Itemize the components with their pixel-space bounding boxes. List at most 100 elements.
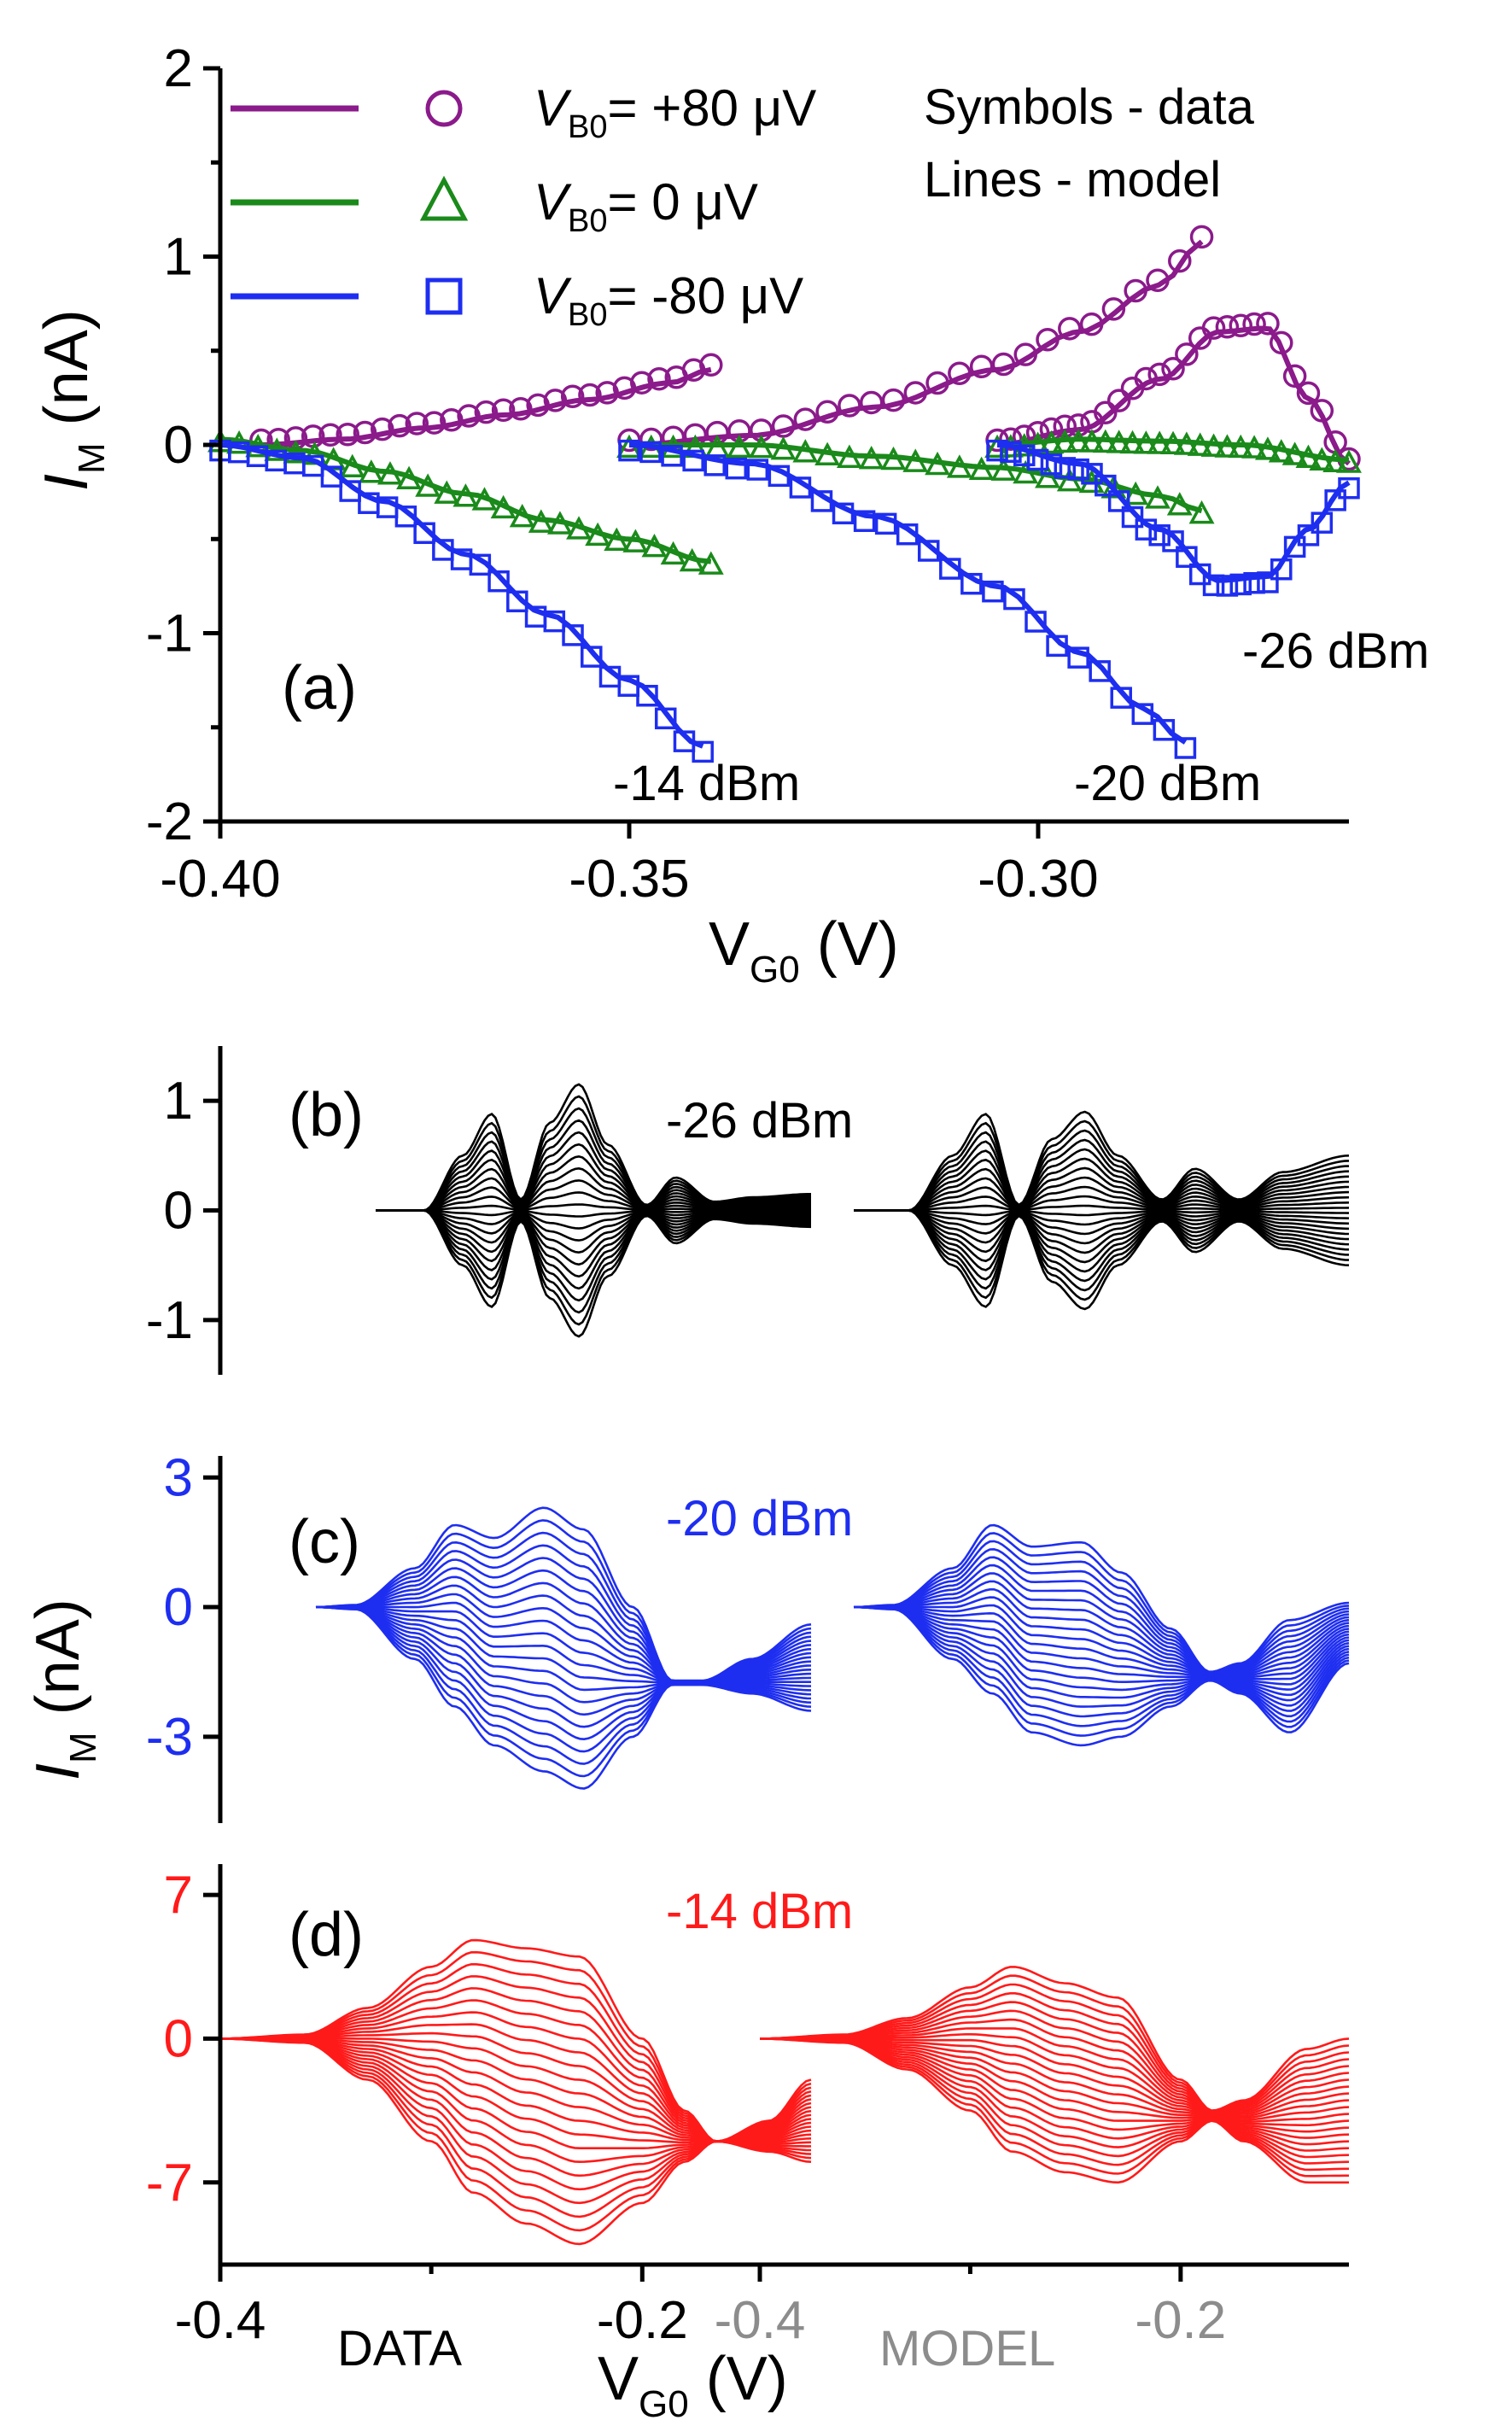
panel-c-model-curve [854, 1605, 1350, 1718]
panel-a-data-triangle [1145, 485, 1170, 509]
power-label-26: -26 dBm [1242, 623, 1429, 679]
panel-a-data-triangle [320, 447, 347, 471]
panel-a-panel-label: (a) [282, 654, 357, 722]
panel-a-data-circle [859, 390, 884, 415]
panel-a-data-square [320, 465, 343, 488]
panel-a-data-square [1270, 558, 1293, 581]
panel-a-data-triangle [946, 454, 972, 478]
panel-a-data-triangle [770, 435, 797, 460]
panel-a-data-triangle [509, 503, 535, 528]
panel-d: -7 0 7 -0.4 -0.2 -0.4 -0.2 (d) -14 dBm DATA MO… [146, 1864, 1350, 2420]
legend-entry-2: VB0= 0 μV [534, 173, 758, 239]
panel-a-data-circle [595, 381, 619, 405]
panel-c-model-curve [854, 1605, 1350, 1681]
panel-d-data-curve [220, 1950, 812, 2142]
panel-a-data-square [1000, 441, 1022, 463]
panel-c-ytick-label: -3 [146, 1708, 193, 1767]
panel-b: -1 0 1 (b) -26 dBm [146, 1046, 1350, 1375]
panel-a-data-square [832, 502, 855, 525]
panel-a-data-triangle [902, 448, 929, 472]
panel-a-data-circle [903, 381, 928, 405]
panel-a-data-triangle [1052, 429, 1078, 453]
panel-c-model-curve [854, 1605, 1350, 1727]
panel-c-y-title-sub: M [62, 1732, 104, 1763]
panel-a-data-circle [1053, 414, 1077, 438]
panel-a-data-square [639, 441, 662, 464]
panel-b-data-curve [376, 1209, 811, 1218]
panel-a-data-square [896, 523, 919, 546]
panel-c-model-curve [854, 1605, 1350, 1737]
panel-a-data-square [1121, 506, 1144, 529]
panel-a-data-triangle [1038, 430, 1065, 454]
panel-a-data-triangle [1065, 429, 1092, 453]
panel-a-xtick-label: -0.40 [160, 850, 280, 909]
panel-a-data-triangle [836, 444, 862, 468]
panel-a-model-line [628, 442, 1188, 745]
panel-a-data-circle [1106, 389, 1131, 412]
panel-a-ytick-label: 1 [164, 228, 193, 287]
panel-a-data-square [1148, 524, 1170, 547]
panel-b-model-curve [854, 1209, 1350, 1226]
panel-a-data-square [661, 445, 683, 467]
panel-d-data-curve [219, 2037, 812, 2177]
panel-a-data-circle [353, 420, 377, 445]
panel-a-data-square [725, 457, 748, 480]
panel-d-power-label: -14 dBm [666, 1884, 853, 1939]
panel-a-data-circle [1101, 297, 1126, 321]
panel-a-data-triangle [566, 516, 592, 540]
panel-a-data-triangle [814, 441, 841, 466]
panel-b-panel-label: (b) [289, 1081, 364, 1149]
panel-a-data-circle [948, 361, 972, 385]
panel-c-model-curve [854, 1605, 1350, 1686]
panel-a-data-circle [1229, 313, 1253, 337]
panel-a-y-title: IM (nA) [32, 309, 113, 491]
panel-a-data-triangle [283, 440, 309, 464]
panel-a-data-square [1324, 489, 1346, 511]
power-label-20: -20 dBm [1074, 756, 1261, 811]
panel-a-data-circle [1256, 312, 1280, 336]
legend-entry-1: VB0= +80 μV [534, 79, 816, 145]
panel-a-data-circle [422, 411, 447, 435]
panel-a-data-square [986, 439, 1008, 462]
panel-a-data-triangle [1035, 465, 1060, 488]
panel-d-data-curve [219, 2037, 812, 2232]
panel-c-model-curve [853, 1532, 1350, 1674]
panel-a-data-circle [681, 358, 706, 382]
panel-c-model-curve [854, 1605, 1350, 1712]
panel-a-data-square [1257, 571, 1279, 593]
panel-a-data-circle [815, 400, 839, 424]
panel-a-data-square [413, 522, 435, 545]
panel-a-data-triangle [1228, 434, 1254, 459]
panel-a-data-square [1040, 453, 1063, 476]
panel-a-data-square [1338, 476, 1360, 500]
panel-a-data-triangle [1268, 439, 1294, 463]
panel-a-data-circle [1282, 364, 1307, 389]
panel-a-data-triangle [1079, 429, 1105, 453]
panel-a-ytick-label: -1 [146, 605, 193, 663]
panel-a-data-triangle [968, 456, 995, 481]
panel-a-data-triangle [377, 461, 403, 485]
panel-b-model-curve [854, 1204, 1350, 1212]
power-label-14: -14 dBm [613, 756, 800, 811]
legend-entry-2-value: = 0 μV [608, 173, 758, 231]
panel-a-data-circle [838, 394, 861, 418]
panel-a-x-title-sub: G0 [750, 949, 800, 991]
panel-a-data-circle [509, 397, 533, 421]
panel-d-x-title-main: V [598, 2345, 639, 2413]
panel-b-model-curve [854, 1195, 1350, 1212]
panel-c-data-curve [316, 1605, 812, 1716]
panel-a-data-triangle [1173, 431, 1200, 455]
panel-d-data-curve [220, 2037, 812, 2143]
panel-a-x-title-main: V [709, 910, 750, 979]
panel-a-data-circle [1296, 381, 1321, 406]
panel-a-data-square [1162, 530, 1184, 552]
panel-c-model-curve [854, 1604, 1350, 1680]
panel-a-data-triangle [990, 457, 1017, 481]
legend-entry-3: VB0= -80 μV [534, 267, 803, 333]
panel-c-model-curve [854, 1605, 1350, 1702]
panel-a-data-square [469, 553, 492, 576]
panel-c-model-curve [853, 1580, 1350, 1676]
panel-a-data-circle [991, 352, 1016, 377]
panel-a-data-circle [1066, 413, 1090, 437]
